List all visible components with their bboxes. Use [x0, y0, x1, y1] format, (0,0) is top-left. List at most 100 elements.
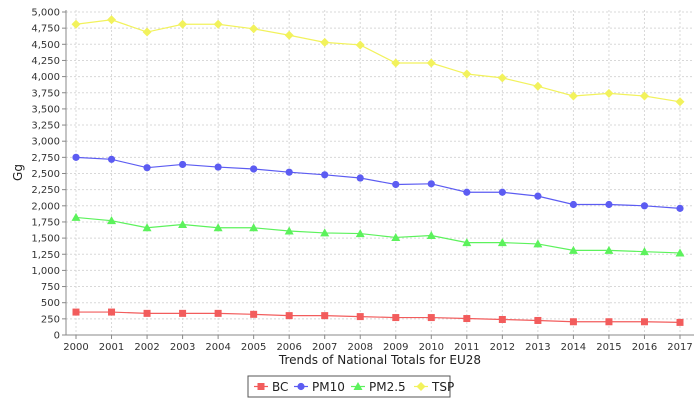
legend-item-pm10: PM10: [294, 380, 345, 394]
data-point-tsp: [568, 91, 578, 101]
data-point-bc: [534, 316, 542, 324]
x-tick-label: 2002: [134, 342, 159, 353]
data-point-pm10: [72, 153, 80, 161]
y-tick-label: 4,750: [31, 24, 60, 35]
data-point-bc: [392, 314, 400, 322]
y-tick-label: 5,000: [31, 8, 60, 19]
x-tick-label: 2005: [241, 342, 266, 353]
data-point-pm2-5: [675, 248, 685, 257]
data-point-pm2-5: [320, 228, 330, 237]
data-point-bc: [463, 315, 471, 323]
series-bc: [72, 308, 684, 326]
data-point-tsp: [391, 58, 401, 68]
series-pm2-5: [71, 212, 685, 257]
legend-marker-tsp: [416, 382, 426, 391]
data-point-pm2-5: [604, 245, 614, 254]
data-point-pm2-5: [391, 232, 401, 241]
data-point-pm10: [534, 192, 542, 200]
legend-marker-pm10: [297, 382, 305, 391]
x-tick-label: 2010: [419, 342, 444, 353]
data-point-tsp: [107, 15, 117, 25]
y-axis-title: Gg: [11, 164, 25, 181]
data-point-bc: [356, 313, 364, 321]
legend-label-tsp: TSP: [431, 380, 454, 394]
series-line-tsp: [75, 19, 681, 103]
data-point-pm2-5: [355, 229, 365, 238]
data-point-tsp: [497, 73, 507, 83]
legend-marker-pm2-5: [353, 382, 363, 390]
data-point-pm10: [356, 174, 364, 182]
series-lines: [71, 15, 685, 326]
y-tick-label: 1,750: [31, 217, 60, 228]
legend-item-tsp: TSP: [414, 380, 454, 394]
data-point-tsp: [639, 91, 649, 101]
data-point-pm10: [640, 202, 649, 210]
x-tick-label: 2015: [596, 342, 621, 353]
series-pm10: [72, 153, 684, 212]
data-point-tsp: [355, 40, 365, 50]
data-point-bc: [640, 318, 648, 326]
data-point-tsp: [178, 19, 188, 29]
y-tick-label: 4,250: [31, 56, 60, 67]
y-tick-label: 4,500: [31, 40, 60, 51]
data-point-bc: [143, 309, 151, 317]
y-tick-label: 2,750: [31, 153, 60, 164]
data-point-pm2-5: [533, 239, 543, 248]
data-point-tsp: [533, 81, 543, 91]
legend-marker-bc: [257, 383, 265, 390]
x-tick-label: 2012: [490, 342, 515, 353]
data-point-tsp: [604, 88, 614, 98]
data-point-pm10: [676, 204, 684, 212]
data-point-pm10: [107, 155, 116, 163]
y-tick-label: 250: [41, 314, 60, 325]
y-tick-label: 3,000: [31, 137, 60, 148]
gridlines: [66, 10, 694, 335]
data-point-pm2-5: [71, 212, 81, 221]
data-point-tsp: [320, 37, 330, 47]
y-tick-label: 2,500: [31, 169, 60, 180]
data-point-pm2-5: [178, 220, 188, 229]
data-point-tsp: [71, 19, 81, 29]
x-tick-label: 2001: [99, 342, 124, 353]
y-tick-label: 500: [41, 298, 60, 309]
x-tick-label: 2016: [632, 342, 657, 353]
data-point-pm2-5: [213, 223, 223, 232]
axes: 0 250 500 750 1,000 1,250 1,500 1,750 2,000 2,250…: [31, 8, 694, 353]
data-point-pm2-5: [639, 247, 649, 256]
data-point-bc: [427, 314, 435, 322]
y-tick-label: 2,250: [31, 185, 60, 196]
data-point-bc: [569, 318, 577, 326]
y-tick-label: 0: [54, 331, 60, 342]
data-point-pm10: [250, 165, 258, 173]
data-point-pm10: [321, 171, 329, 179]
data-point-pm2-5: [284, 226, 294, 235]
data-point-bc: [179, 309, 187, 317]
x-tick-label: 2000: [63, 342, 88, 353]
series-line-bc: [76, 311, 681, 324]
y-tick-label: 2,000: [31, 201, 60, 212]
x-tick-label: 2004: [205, 342, 230, 353]
series-line-pm10: [75, 156, 681, 209]
y-tick-label: 4,000: [31, 72, 60, 83]
data-point-pm2-5: [426, 231, 436, 240]
data-point-pm10: [605, 200, 613, 209]
data-point-pm10: [569, 200, 578, 209]
data-point-pm10: [498, 188, 506, 196]
x-tick-label: 2014: [561, 342, 586, 353]
series-tsp: [71, 15, 685, 107]
series-line-pm2-5: [75, 216, 681, 254]
data-point-pm2-5: [142, 223, 152, 232]
x-axis-title: Trends of National Totals for EU28: [278, 353, 481, 367]
data-point-pm2-5: [497, 238, 507, 247]
y-tick-label: 750: [41, 282, 60, 293]
data-point-pm2-5: [568, 245, 578, 254]
data-point-pm10: [463, 188, 471, 196]
data-point-pm10: [427, 180, 435, 188]
data-point-tsp: [284, 30, 294, 40]
data-point-tsp: [426, 58, 436, 68]
data-point-pm10: [214, 163, 222, 171]
x-tick-label: 2007: [312, 342, 337, 353]
legend: BC PM10 PM2.5 TSP: [247, 375, 454, 398]
